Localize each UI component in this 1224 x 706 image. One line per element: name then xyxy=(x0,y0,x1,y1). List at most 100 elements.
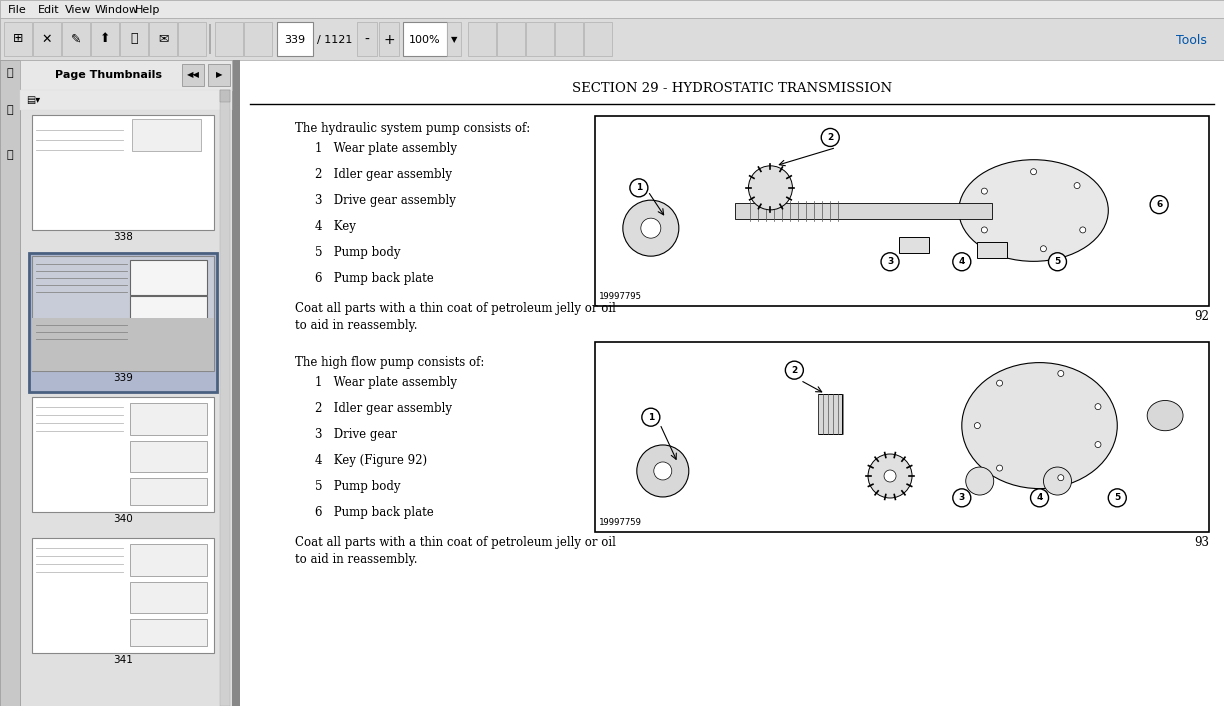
Bar xyxy=(32,115,214,230)
Circle shape xyxy=(1049,253,1066,271)
Bar xyxy=(32,318,214,371)
Text: 4: 4 xyxy=(958,257,965,266)
Bar xyxy=(220,90,230,102)
Circle shape xyxy=(982,227,988,233)
Bar xyxy=(177,22,206,56)
Text: 📄: 📄 xyxy=(6,68,13,78)
Text: 4   Key (Figure 92): 4 Key (Figure 92) xyxy=(315,454,427,467)
Text: ⬆: ⬆ xyxy=(99,32,110,45)
Circle shape xyxy=(966,467,994,495)
Bar xyxy=(32,397,214,512)
Text: ⊞: ⊞ xyxy=(12,32,23,45)
Text: -: - xyxy=(365,33,370,47)
Text: 🔖: 🔖 xyxy=(6,105,13,115)
Bar xyxy=(4,22,32,56)
Circle shape xyxy=(1095,404,1100,409)
Bar xyxy=(0,18,1224,60)
Bar xyxy=(0,0,1224,18)
Bar xyxy=(130,477,207,505)
Bar xyxy=(120,22,148,56)
Circle shape xyxy=(1108,489,1126,507)
Text: 5   Pump body: 5 Pump body xyxy=(315,480,400,493)
Text: The hydraulic system pump consists of:: The hydraulic system pump consists of: xyxy=(295,122,530,135)
Circle shape xyxy=(748,166,792,210)
Text: 2: 2 xyxy=(791,366,798,375)
Bar xyxy=(0,60,20,706)
Bar xyxy=(130,260,207,294)
Bar xyxy=(233,60,240,706)
Circle shape xyxy=(868,454,912,498)
Text: 3: 3 xyxy=(958,493,965,503)
Bar xyxy=(734,203,991,220)
Circle shape xyxy=(623,201,679,256)
Text: 2: 2 xyxy=(827,133,834,142)
Text: ◀◀: ◀◀ xyxy=(186,71,200,80)
Circle shape xyxy=(641,218,661,238)
Circle shape xyxy=(884,470,896,482)
Circle shape xyxy=(952,253,971,271)
Text: 3   Drive gear: 3 Drive gear xyxy=(315,428,397,441)
Bar xyxy=(182,64,204,86)
Circle shape xyxy=(1040,246,1047,252)
Text: 2   Idler gear assembly: 2 Idler gear assembly xyxy=(315,402,452,415)
Bar xyxy=(130,297,207,328)
Bar xyxy=(595,342,1209,532)
Text: 6   Pump back plate: 6 Pump back plate xyxy=(315,506,433,519)
Text: 19997795: 19997795 xyxy=(599,292,643,301)
Bar xyxy=(595,116,1209,306)
Bar xyxy=(130,544,207,576)
Bar xyxy=(130,403,207,435)
Text: ✎: ✎ xyxy=(71,32,81,45)
Text: 92: 92 xyxy=(1195,310,1209,323)
Bar xyxy=(277,22,313,56)
Text: 3   Drive gear assembly: 3 Drive gear assembly xyxy=(315,194,455,207)
Circle shape xyxy=(881,253,900,271)
Bar xyxy=(130,582,207,613)
Text: 1: 1 xyxy=(635,184,643,192)
Text: / 1121: / 1121 xyxy=(317,35,353,45)
Circle shape xyxy=(1058,371,1064,376)
Text: Window: Window xyxy=(95,5,140,15)
Bar xyxy=(240,60,1224,706)
Bar xyxy=(379,22,399,56)
Bar xyxy=(468,22,496,56)
Text: Edit: Edit xyxy=(38,5,60,15)
Text: 5: 5 xyxy=(1114,493,1120,503)
Bar xyxy=(447,22,461,56)
Circle shape xyxy=(1095,441,1100,448)
Bar xyxy=(818,394,842,434)
Bar xyxy=(526,22,554,56)
Bar xyxy=(208,64,230,86)
Text: 1: 1 xyxy=(647,413,654,421)
Circle shape xyxy=(1151,196,1168,214)
Bar xyxy=(554,22,583,56)
Text: 3: 3 xyxy=(887,257,894,266)
Circle shape xyxy=(636,445,689,497)
Text: 📎: 📎 xyxy=(6,150,13,160)
Bar xyxy=(357,22,377,56)
Bar xyxy=(132,119,201,151)
Circle shape xyxy=(1075,183,1080,189)
Bar xyxy=(130,618,207,646)
Text: 100%: 100% xyxy=(409,35,441,45)
Text: The high flow pump consists of:: The high flow pump consists of: xyxy=(295,356,485,369)
Text: 5: 5 xyxy=(1054,257,1061,266)
Text: 5   Pump body: 5 Pump body xyxy=(315,246,400,259)
Text: to aid in reassembly.: to aid in reassembly. xyxy=(295,553,417,566)
Text: ▶: ▶ xyxy=(215,71,223,80)
Text: 4: 4 xyxy=(1037,493,1043,503)
Text: +: + xyxy=(383,33,395,47)
Text: Coat all parts with a thin coat of petroleum jelly or oil: Coat all parts with a thin coat of petro… xyxy=(295,302,616,315)
Text: Coat all parts with a thin coat of petroleum jelly or oil: Coat all parts with a thin coat of petro… xyxy=(295,536,616,549)
Bar xyxy=(244,22,272,56)
Bar xyxy=(149,22,177,56)
Circle shape xyxy=(1031,489,1049,507)
Bar xyxy=(584,22,612,56)
Bar xyxy=(62,22,91,56)
Text: 93: 93 xyxy=(1193,536,1209,549)
Text: 1   Wear plate assembly: 1 Wear plate assembly xyxy=(315,142,457,155)
Circle shape xyxy=(982,188,988,194)
Text: 341: 341 xyxy=(113,655,133,665)
Text: 338: 338 xyxy=(113,232,133,242)
Text: 4   Key: 4 Key xyxy=(315,220,356,233)
